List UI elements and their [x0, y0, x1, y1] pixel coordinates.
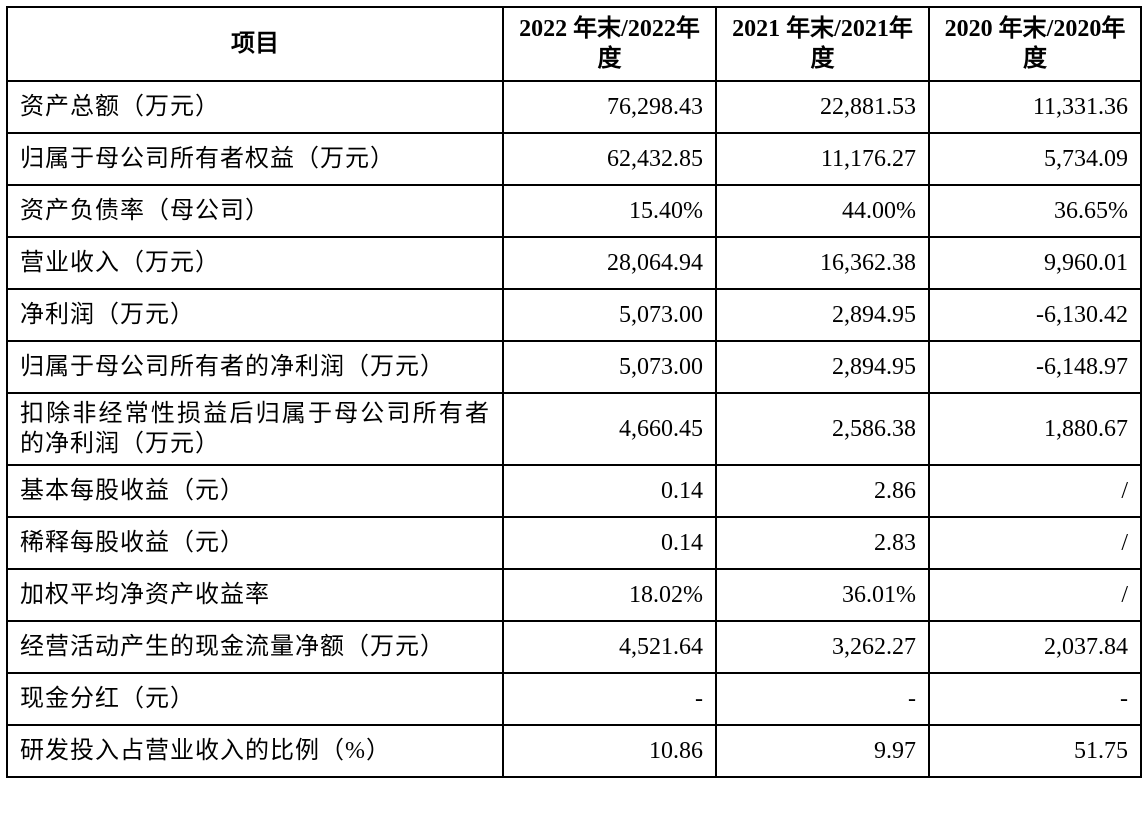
value-cell: 36.01% — [715, 568, 930, 622]
value-cell: - — [928, 672, 1142, 726]
table-row: 研发投入占营业收入的比例（%） 10.86 9.97 51.75 — [6, 724, 1142, 778]
row-label: 归属于母公司所有者权益（万元） — [6, 132, 504, 186]
row-label: 资产负债率（母公司） — [6, 184, 504, 238]
row-label: 基本每股收益（元） — [6, 464, 504, 518]
value-cell: 2,586.38 — [715, 392, 930, 466]
value-cell: 0.14 — [502, 464, 717, 518]
table-row: 净利润（万元） 5,073.00 2,894.95 -6,130.42 — [6, 288, 1142, 342]
value-cell: 76,298.43 — [502, 80, 717, 134]
value-cell: 10.86 — [502, 724, 717, 778]
value-cell: / — [928, 568, 1142, 622]
table-row: 稀释每股收益（元） 0.14 2.83/ — [6, 516, 1142, 570]
value-cell: 1,880.67 — [928, 392, 1142, 466]
value-cell: 18.02% — [502, 568, 717, 622]
value-cell: 11,176.27 — [715, 132, 930, 186]
header-cell: 2020 年末/2020年度 — [928, 6, 1142, 82]
row-label: 加权平均净资产收益率 — [6, 568, 504, 622]
table-body: 资产总额（万元） 76,298.43 22,881.53 11,331.36 归属于母公… — [6, 80, 1142, 778]
table-row: 基本每股收益（元） 0.14 2.86/ — [6, 464, 1142, 518]
row-label: 研发投入占营业收入的比例（%） — [6, 724, 504, 778]
table-row: 营业收入（万元） 28,064.94 16,362.38 9,960.01 — [6, 236, 1142, 290]
value-cell: / — [928, 516, 1142, 570]
value-cell: 16,362.38 — [715, 236, 930, 290]
value-cell: - — [502, 672, 717, 726]
value-cell: 44.00% — [715, 184, 930, 238]
table-row: 扣除非经常性损益后归属于母公司所有者的净利润（万元） 4,660.45 2,586.… — [6, 392, 1142, 466]
header-cell: 项目 — [6, 6, 504, 82]
value-cell: / — [928, 464, 1142, 518]
value-cell: 2,037.84 — [928, 620, 1142, 674]
table-row: 经营活动产生的现金流量净额（万元） 4,521.64 3,262.27 2,037.8… — [6, 620, 1142, 674]
row-label: 扣除非经常性损益后归属于母公司所有者的净利润（万元） — [6, 392, 504, 466]
value-cell: - — [715, 672, 930, 726]
value-cell: 15.40% — [502, 184, 717, 238]
row-label: 经营活动产生的现金流量净额（万元） — [6, 620, 504, 674]
value-cell: 36.65% — [928, 184, 1142, 238]
value-cell: -6,130.42 — [928, 288, 1142, 342]
row-label: 资产总额（万元） — [6, 80, 504, 134]
row-label: 稀释每股收益（元） — [6, 516, 504, 570]
table-row: 归属于母公司所有者的净利润（万元） 5,073.00 2,894.95 -6,148.… — [6, 340, 1142, 394]
value-cell: 11,331.36 — [928, 80, 1142, 134]
value-cell: 5,073.00 — [502, 288, 717, 342]
row-label: 现金分红（元） — [6, 672, 504, 726]
table-row: 资产总额（万元） 76,298.43 22,881.53 11,331.36 — [6, 80, 1142, 134]
row-label: 归属于母公司所有者的净利润（万元） — [6, 340, 504, 394]
financial-table: 项目 2022 年末/2022年度 2021 年末/2021年度 2020 年末/20… — [6, 6, 1142, 778]
table-row: 现金分红（元） - - - — [6, 672, 1142, 726]
value-cell: 9,960.01 — [928, 236, 1142, 290]
row-label: 净利润（万元） — [6, 288, 504, 342]
table-row: 资产负债率（母公司） 15.40% 44.00% 36.65% — [6, 184, 1142, 238]
table-row: 加权平均净资产收益率 18.02% 36.01% / — [6, 568, 1142, 622]
row-label: 营业收入（万元） — [6, 236, 504, 290]
value-cell: 22,881.53 — [715, 80, 930, 134]
value-cell: 62,432.85 — [502, 132, 717, 186]
value-cell: 2.83 — [715, 516, 930, 570]
header-row: 项目 2022 年末/2022年度 2021 年末/2021年度 2020 年末/20… — [6, 6, 1142, 82]
value-cell: 2,894.95 — [715, 340, 930, 394]
value-cell: 2.86 — [715, 464, 930, 518]
value-cell: 3,262.27 — [715, 620, 930, 674]
value-cell: 9.97 — [715, 724, 930, 778]
table-row: 归属于母公司所有者权益（万元） 62,432.85 11,176.27 5,734.0… — [6, 132, 1142, 186]
header-cell: 2021 年末/2021年度 — [715, 6, 930, 82]
header-cell: 2022 年末/2022年度 — [502, 6, 717, 82]
value-cell: 4,660.45 — [502, 392, 717, 466]
value-cell: -6,148.97 — [928, 340, 1142, 394]
value-cell: 28,064.94 — [502, 236, 717, 290]
value-cell: 5,073.00 — [502, 340, 717, 394]
value-cell: 5,734.09 — [928, 132, 1142, 186]
value-cell: 4,521.64 — [502, 620, 717, 674]
value-cell: 2,894.95 — [715, 288, 930, 342]
value-cell: 0.14 — [502, 516, 717, 570]
value-cell: 51.75 — [928, 724, 1142, 778]
